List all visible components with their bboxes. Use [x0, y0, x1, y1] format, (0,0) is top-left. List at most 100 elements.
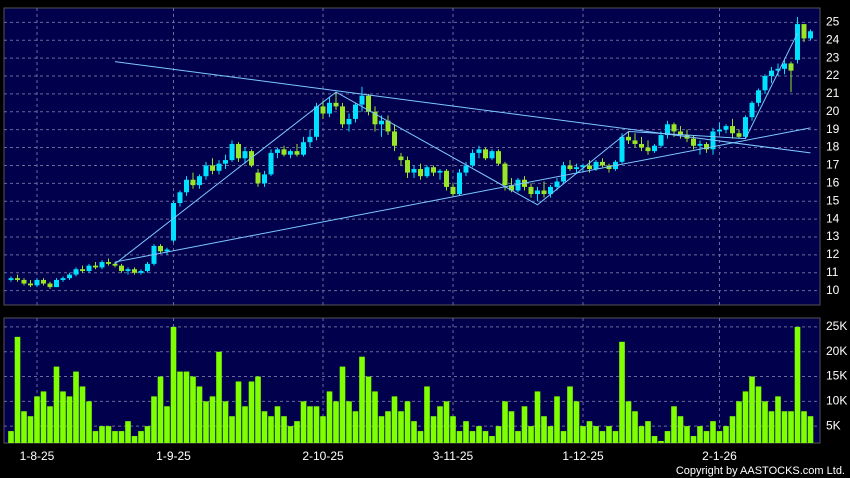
- volume-bar: [196, 386, 203, 443]
- volume-bar: [534, 391, 541, 443]
- volume-tick-label: 5K: [826, 418, 841, 432]
- volume-bar: [768, 411, 775, 443]
- volume-bar: [34, 396, 40, 443]
- volume-bar: [209, 396, 216, 443]
- candle-body: [119, 265, 124, 272]
- y-tick-label: 23: [826, 50, 840, 64]
- candle-body: [756, 90, 761, 103]
- volume-bar: [118, 431, 125, 443]
- volume-bar: [125, 421, 131, 443]
- volume-bar: [593, 426, 599, 443]
- volume-bar: [775, 396, 781, 443]
- volume-bar: [79, 386, 86, 443]
- volume-bar: [710, 421, 716, 443]
- volume-bar: [190, 376, 196, 443]
- candle-body: [288, 151, 293, 155]
- candle-body: [782, 63, 787, 69]
- volume-bar: [112, 431, 118, 443]
- x-tick-label: 3-11-25: [433, 449, 474, 463]
- x-tick-label: 2-10-25: [302, 449, 344, 463]
- y-tick-label: 24: [826, 32, 840, 46]
- candle-body: [301, 142, 306, 155]
- candle-body: [528, 186, 534, 195]
- candle-body: [730, 126, 735, 134]
- volume-bar: [528, 426, 534, 443]
- candle-body: [275, 149, 280, 153]
- candle-body: [216, 163, 222, 171]
- volume-bar: [742, 391, 749, 443]
- candle-body: [639, 143, 644, 148]
- volume-bar: [138, 431, 144, 443]
- candle-body: [431, 167, 436, 173]
- candle-body: [73, 269, 79, 275]
- candle-body: [307, 136, 313, 143]
- volume-bar: [404, 401, 411, 443]
- candle-body: [418, 169, 423, 177]
- candle-body: [626, 136, 631, 141]
- candle-body: [587, 165, 592, 170]
- candle-body: [210, 165, 215, 171]
- candle-body: [171, 203, 176, 241]
- volume-bar: [632, 411, 638, 443]
- candle-body: [392, 131, 397, 146]
- trendline: [114, 32, 798, 265]
- volume-bar: [612, 431, 619, 443]
- volume-bar: [105, 426, 112, 443]
- volume-bar: [450, 416, 456, 443]
- candle-body: [801, 24, 807, 39]
- candle-body: [398, 156, 404, 161]
- volume-bar: [411, 421, 417, 443]
- y-tick-label: 22: [826, 68, 840, 82]
- volume-bar: [729, 416, 736, 443]
- y-tick-label: 20: [826, 104, 840, 118]
- volume-bar: [66, 396, 73, 443]
- candle-body: [762, 75, 768, 91]
- volume-bar: [521, 406, 528, 443]
- candle-body: [704, 143, 709, 150]
- volume-bar: [274, 406, 281, 443]
- candle-body: [496, 151, 501, 164]
- volume-bar: [157, 376, 164, 443]
- volume-bar: [326, 391, 333, 443]
- volume-bar: [476, 426, 482, 443]
- candle-body: [164, 249, 170, 252]
- volume-bar: [573, 401, 580, 443]
- candle-body: [658, 135, 664, 146]
- volume-bar: [14, 336, 21, 443]
- candle-body: [47, 283, 53, 288]
- volume-bar: [508, 411, 515, 443]
- candle-body: [574, 167, 579, 170]
- volume-bar: [144, 426, 151, 443]
- x-tick-label: 2-1-26: [702, 449, 737, 463]
- volume-bar: [222, 401, 229, 443]
- volume-bar: [170, 326, 177, 443]
- volume-bar: [547, 426, 554, 443]
- candle-body: [15, 278, 20, 280]
- volume-bar: [671, 406, 677, 443]
- candle-body: [99, 262, 105, 268]
- candle-body: [665, 124, 670, 136]
- volume-bar: [684, 426, 690, 443]
- volume-bar: [697, 426, 703, 443]
- volume-bar: [781, 411, 788, 443]
- volume-bar: [580, 426, 586, 443]
- candle-body: [697, 143, 703, 146]
- volume-bar: [359, 356, 365, 443]
- candle-body: [366, 95, 371, 112]
- candle-body: [567, 165, 573, 170]
- volume-bar: [515, 431, 521, 443]
- y-tick-label: 14: [826, 211, 840, 225]
- volume-bar: [619, 341, 625, 443]
- volume-bar: [391, 396, 398, 443]
- y-tick-label: 19: [826, 122, 840, 136]
- volume-bar: [417, 431, 424, 443]
- volume-bar: [456, 431, 463, 443]
- volume-bar: [625, 401, 632, 443]
- volume-bar: [755, 386, 762, 443]
- candle-body: [229, 143, 235, 161]
- volume-bar: [313, 406, 320, 443]
- y-tick-label: 15: [826, 193, 840, 207]
- candle-body: [203, 165, 209, 177]
- candle-body: [112, 263, 118, 266]
